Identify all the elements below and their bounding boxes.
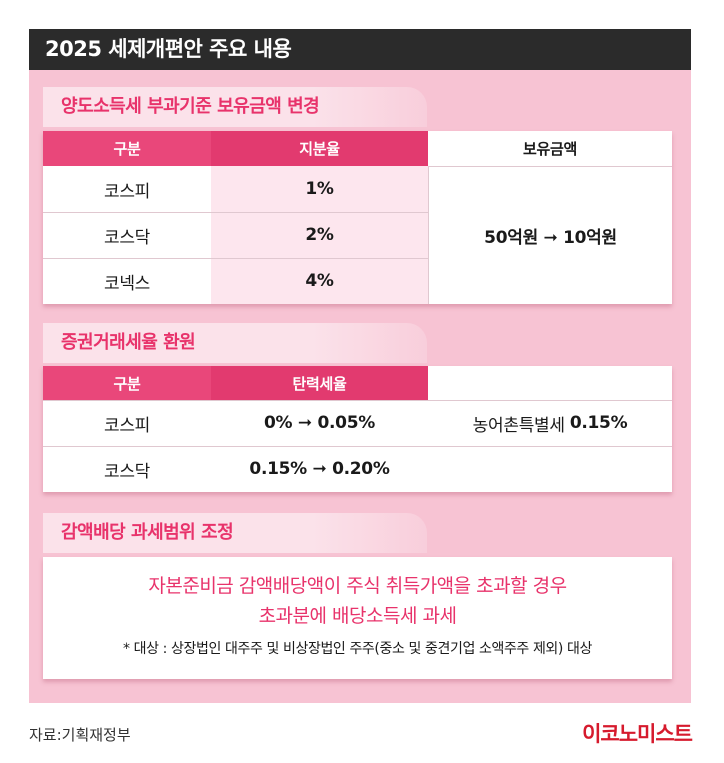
brand-logo: 이코노미스트: [582, 722, 693, 746]
dividend-tax-line-1: 자본준비금 감액배당액이 주식 취득가액을 초과할 경우: [148, 575, 567, 597]
col-header-category: 구분: [43, 131, 211, 166]
section-heading-dividend-tax: 감액배당 과세범위 조정: [43, 513, 427, 553]
table-cell-market: 코스닥: [43, 212, 211, 258]
source-credit: 자료:기획재정부: [29, 726, 131, 744]
row-divider: [43, 446, 672, 447]
table-cell-market: 코스닥: [43, 446, 211, 492]
section-heading-capital-gains: 양도소득세 부과기준 보유금액 변경: [43, 87, 427, 127]
row-divider: [43, 258, 428, 259]
dividend-tax-line-2: 초과분에 배당소득세 과세: [258, 605, 457, 627]
table-cell-empty: [428, 446, 672, 492]
col-header-holding-amount: 보유금액: [428, 131, 672, 166]
dividend-tax-box: 자본준비금 감액배당액이 주식 취득가액을 초과할 경우 초과분에 배당소득세 …: [43, 557, 672, 679]
col-header-stake-ratio: 지분율: [211, 131, 428, 166]
table-cell-rate: 0% ➞ 0.05%: [211, 400, 428, 446]
row-divider: [43, 400, 672, 401]
page-title: 2025 세제개편안 주요 내용: [29, 29, 691, 70]
table-cell-market: 코스피: [43, 166, 211, 212]
col-header-category: 구분: [43, 366, 211, 400]
rural-special-tax-value: 0.15%: [569, 413, 628, 433]
capital-gains-table: 구분 지분율 보유금액 코스피 1% 코스닥 2% 코넥스 4% 50억원 ➞ …: [43, 131, 672, 304]
transaction-tax-table: 구분 탄력세율 코스피 0% ➞ 0.05% 농어촌특별세 0.15% 코스닥 …: [43, 366, 672, 492]
holding-amount-change: 50억원 ➞ 10억원: [428, 166, 672, 304]
col-header-flexible-rate: 탄력세율: [211, 366, 428, 400]
dividend-tax-footnote: * 대상 : 상장법인 대주주 및 비상장법인 주주(중소 및 중견기업 소액주…: [122, 641, 592, 657]
table-cell-ratio: 1%: [211, 166, 428, 212]
row-divider: [43, 212, 428, 213]
table-cell-ratio: 2%: [211, 212, 428, 258]
rural-special-tax: 농어촌특별세 0.15%: [428, 400, 672, 446]
table-cell-rate: 0.15% ➞ 0.20%: [211, 446, 428, 492]
table-cell-market: 코스피: [43, 400, 211, 446]
col-header-empty: [428, 366, 672, 400]
table-cell-market: 코넥스: [43, 258, 211, 304]
rural-special-tax-label: 농어촌특별세: [472, 415, 565, 436]
section-heading-transaction-tax: 증권거래세율 환원: [43, 323, 427, 363]
table-cell-ratio: 4%: [211, 258, 428, 304]
